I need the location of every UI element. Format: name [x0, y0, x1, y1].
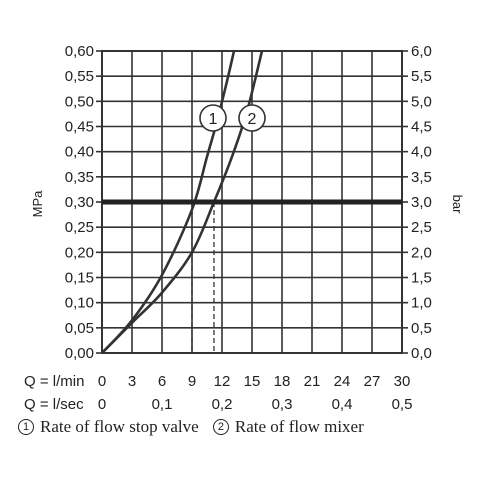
x-tick-label-lmin: 15 — [244, 373, 261, 390]
y-tick-label-right: 1,0 — [411, 295, 432, 312]
x-axis-label-lmin: Q = l/min — [24, 373, 84, 390]
series-marker-circle-1 — [199, 104, 227, 132]
x-axis-label-lsec: Q = l/sec — [24, 396, 84, 413]
x-tick-label-lmin: 27 — [364, 373, 381, 390]
y-axis-label-left: MPa — [30, 190, 45, 218]
x-tick-label-lsec: 0,3 — [272, 396, 293, 413]
x-tick-label-lmin: 24 — [334, 373, 351, 390]
y-tick-label-right: 5,5 — [411, 68, 432, 85]
y-tick-label-left: 0,35 — [65, 169, 94, 186]
series-marker-circle-2 — [238, 104, 266, 132]
x-tick-label-lsec: 0 — [98, 396, 106, 413]
y-tick-label-left: 0,10 — [65, 295, 94, 312]
y-tick-label-right: 0,5 — [411, 320, 432, 337]
x-tick-label-lsec: 0,5 — [392, 396, 413, 413]
x-tick-label-lmin: 12 — [214, 373, 231, 390]
y-tick-label-right: 4,5 — [411, 119, 432, 136]
x-tick-label-lsec: 0,4 — [332, 396, 353, 413]
y-tick-label-left: 0,50 — [65, 93, 94, 110]
y-tick-label-left: 0,00 — [65, 345, 94, 362]
x-tick-label-lmin: 21 — [304, 373, 321, 390]
y-tick-label-left: 0,15 — [65, 270, 94, 287]
series-marker-label-2: 2 — [248, 111, 257, 128]
x-tick-label-lmin: 0 — [98, 373, 106, 390]
y-tick-label-right: 5,0 — [411, 93, 432, 110]
y-tick-label-right: 3,0 — [411, 194, 432, 211]
x-tick-label-lmin: 9 — [188, 373, 196, 390]
x-tick-label-lsec: 0,2 — [212, 396, 233, 413]
x-tick-label-lmin: 6 — [158, 373, 166, 390]
y-tick-label-right: 0,0 — [411, 345, 432, 362]
y-tick-label-left: 0,60 — [65, 43, 94, 60]
x-tick-label-lsec: 0,1 — [152, 396, 173, 413]
y-tick-label-left: 0,30 — [65, 194, 94, 211]
y-tick-label-right: 1,5 — [411, 270, 432, 287]
legend-label-mixer: Rate of flow mixer — [234, 417, 364, 437]
x-tick-label-lmin: 18 — [274, 373, 291, 390]
y-tick-label-right: 2,5 — [411, 219, 432, 236]
y-tick-label-left: 0,25 — [65, 219, 94, 236]
y-tick-label-right: 4,0 — [411, 144, 432, 161]
y-axis-label-right: bar — [450, 195, 465, 214]
x-tick-label-lmin: 3 — [128, 373, 136, 390]
x-tick-label-lmin: 30 — [394, 373, 411, 390]
legend-marker-2: 2 — [212, 419, 229, 436]
y-tick-label-right: 2,0 — [411, 244, 432, 261]
series-line-stop-valve — [101, 50, 236, 354]
legend-marker-1: 1 — [18, 419, 34, 436]
legend-label-stop-valve: Rate of flow stop valve — [40, 417, 199, 437]
legend: 1 Rate of flow stop valve 2 Rate of flow m… — [18, 416, 478, 437]
y-tick-label-left: 0,20 — [65, 244, 94, 261]
y-tick-label-left: 0,55 — [65, 68, 94, 85]
series-marker-label-1: 1 — [209, 111, 218, 128]
y-tick-label-right: 6,0 — [411, 43, 432, 60]
y-tick-label-right: 3,5 — [411, 169, 432, 186]
y-tick-label-left: 0,05 — [65, 320, 94, 337]
y-tick-label-left: 0,45 — [65, 119, 94, 136]
y-tick-label-left: 0,40 — [65, 144, 94, 161]
